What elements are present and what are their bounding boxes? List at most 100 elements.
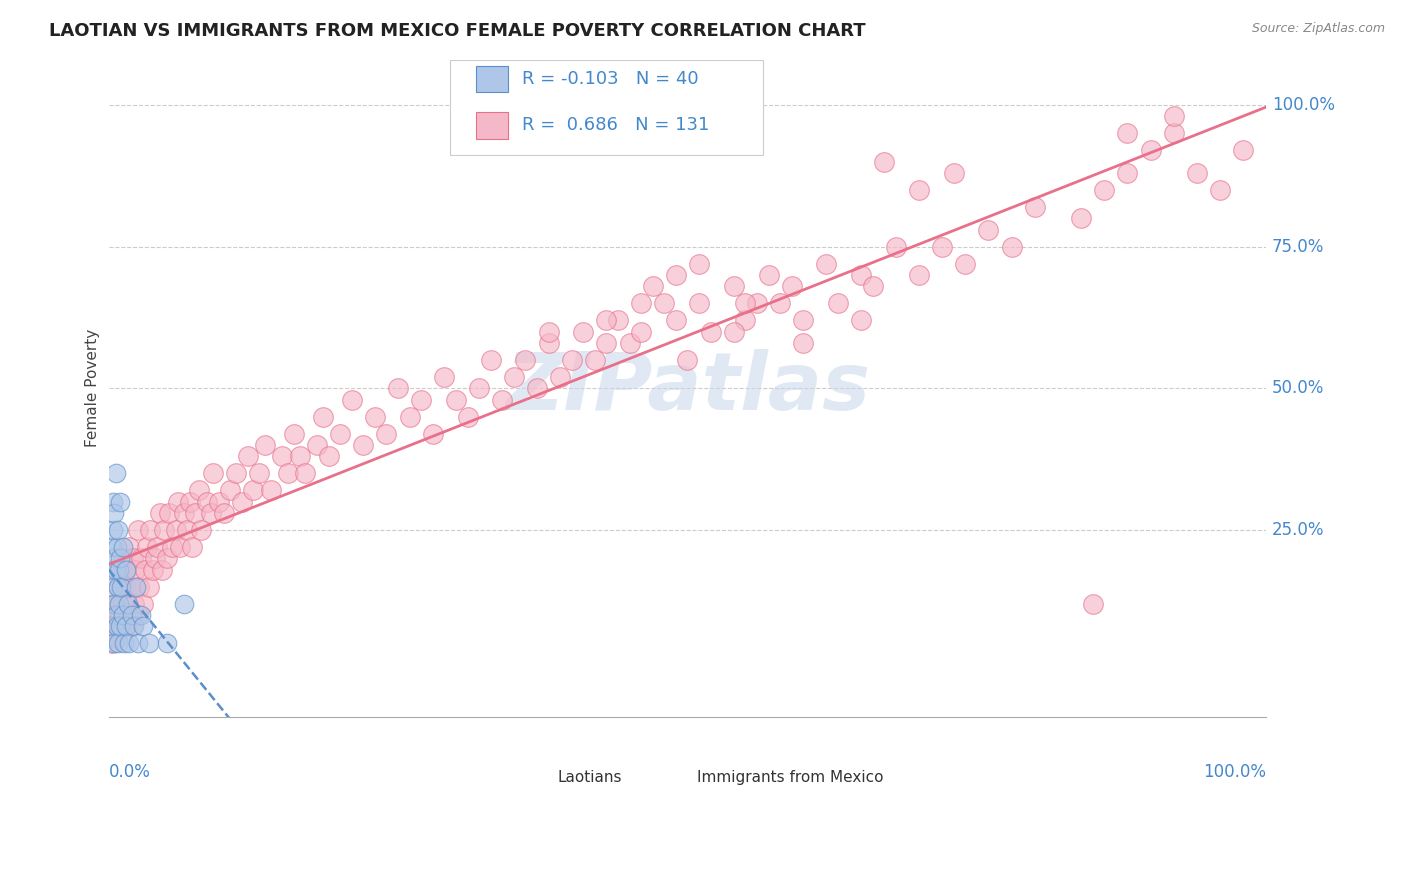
Point (176, 523, 198, 537)
Point (125, 580, 148, 594)
Point (780, 279, 803, 293)
Point (515, 353, 537, 368)
Text: 50.0%: 50.0% (1272, 379, 1324, 397)
Point (277, 467, 299, 481)
Point (849, 313, 872, 327)
Point (1232, 143, 1254, 157)
Point (769, 296, 792, 310)
Point (167, 494, 190, 508)
Point (214, 506, 236, 520)
Point (491, 392, 513, 407)
Point (745, 296, 768, 310)
Point (364, 409, 387, 424)
Point (139, 523, 162, 537)
Point (122, 597, 145, 611)
Point (849, 268, 872, 282)
Point (688, 257, 710, 271)
Text: 100.0%: 100.0% (1272, 96, 1336, 114)
Point (115, 563, 138, 577)
Point (190, 523, 212, 537)
Text: R = -0.103   N = 40: R = -0.103 N = 40 (522, 70, 699, 88)
Point (184, 506, 207, 520)
Point (103, 506, 125, 520)
Point (132, 619, 155, 633)
Point (132, 597, 155, 611)
Point (1139, 143, 1161, 157)
Point (108, 551, 131, 566)
Point (148, 506, 170, 520)
Point (676, 353, 699, 368)
Point (607, 313, 630, 327)
FancyBboxPatch shape (475, 66, 508, 93)
Point (242, 483, 264, 498)
Point (734, 296, 756, 310)
Point (108, 494, 131, 508)
Point (699, 325, 721, 339)
Point (105, 631, 128, 645)
Point (121, 608, 143, 623)
Point (101, 636, 124, 650)
Point (201, 467, 224, 481)
Point (115, 619, 138, 633)
Point (271, 450, 294, 464)
Point (103, 597, 125, 611)
Point (1092, 183, 1115, 197)
Point (100, 563, 122, 577)
Text: LAOTIAN VS IMMIGRANTS FROM MEXICO FEMALE POVERTY CORRELATION CHART: LAOTIAN VS IMMIGRANTS FROM MEXICO FEMALE… (49, 22, 866, 40)
Point (312, 409, 335, 424)
Point (537, 336, 560, 351)
Point (108, 619, 131, 633)
Point (107, 580, 129, 594)
Point (108, 608, 131, 623)
Point (165, 523, 187, 537)
Point (977, 222, 1000, 236)
Point (142, 563, 165, 577)
Point (150, 563, 173, 577)
Point (169, 540, 191, 554)
Point (723, 279, 745, 293)
Point (398, 409, 420, 424)
Point (537, 325, 560, 339)
Point (340, 392, 363, 407)
Point (942, 166, 965, 180)
Point (294, 467, 316, 481)
Point (105, 619, 128, 633)
Point (884, 240, 907, 254)
Point (444, 392, 467, 407)
Text: Laotians: Laotians (558, 770, 623, 785)
FancyBboxPatch shape (450, 60, 762, 155)
Point (862, 279, 884, 293)
Point (103, 580, 125, 594)
Point (195, 494, 218, 508)
Point (468, 381, 491, 395)
Point (104, 608, 127, 623)
Point (411, 392, 433, 407)
Y-axis label: Female Poverty: Female Poverty (86, 329, 100, 448)
FancyBboxPatch shape (664, 771, 690, 789)
Point (457, 409, 479, 424)
Point (1209, 183, 1232, 197)
FancyBboxPatch shape (475, 112, 508, 138)
Point (181, 540, 204, 554)
Point (352, 438, 374, 452)
Point (120, 580, 142, 594)
Point (173, 597, 195, 611)
Point (1163, 109, 1185, 123)
Point (155, 636, 177, 650)
Point (110, 619, 132, 633)
Point (104, 563, 127, 577)
Point (127, 523, 149, 537)
Point (115, 597, 138, 611)
Point (107, 523, 129, 537)
Point (118, 608, 141, 623)
Point (103, 551, 125, 566)
Point (128, 580, 150, 594)
Point (179, 494, 201, 508)
Point (630, 325, 652, 339)
Point (595, 336, 617, 351)
Text: 0.0%: 0.0% (108, 764, 150, 781)
Point (283, 426, 305, 441)
Point (105, 540, 128, 554)
Point (792, 313, 814, 327)
Point (561, 353, 583, 368)
